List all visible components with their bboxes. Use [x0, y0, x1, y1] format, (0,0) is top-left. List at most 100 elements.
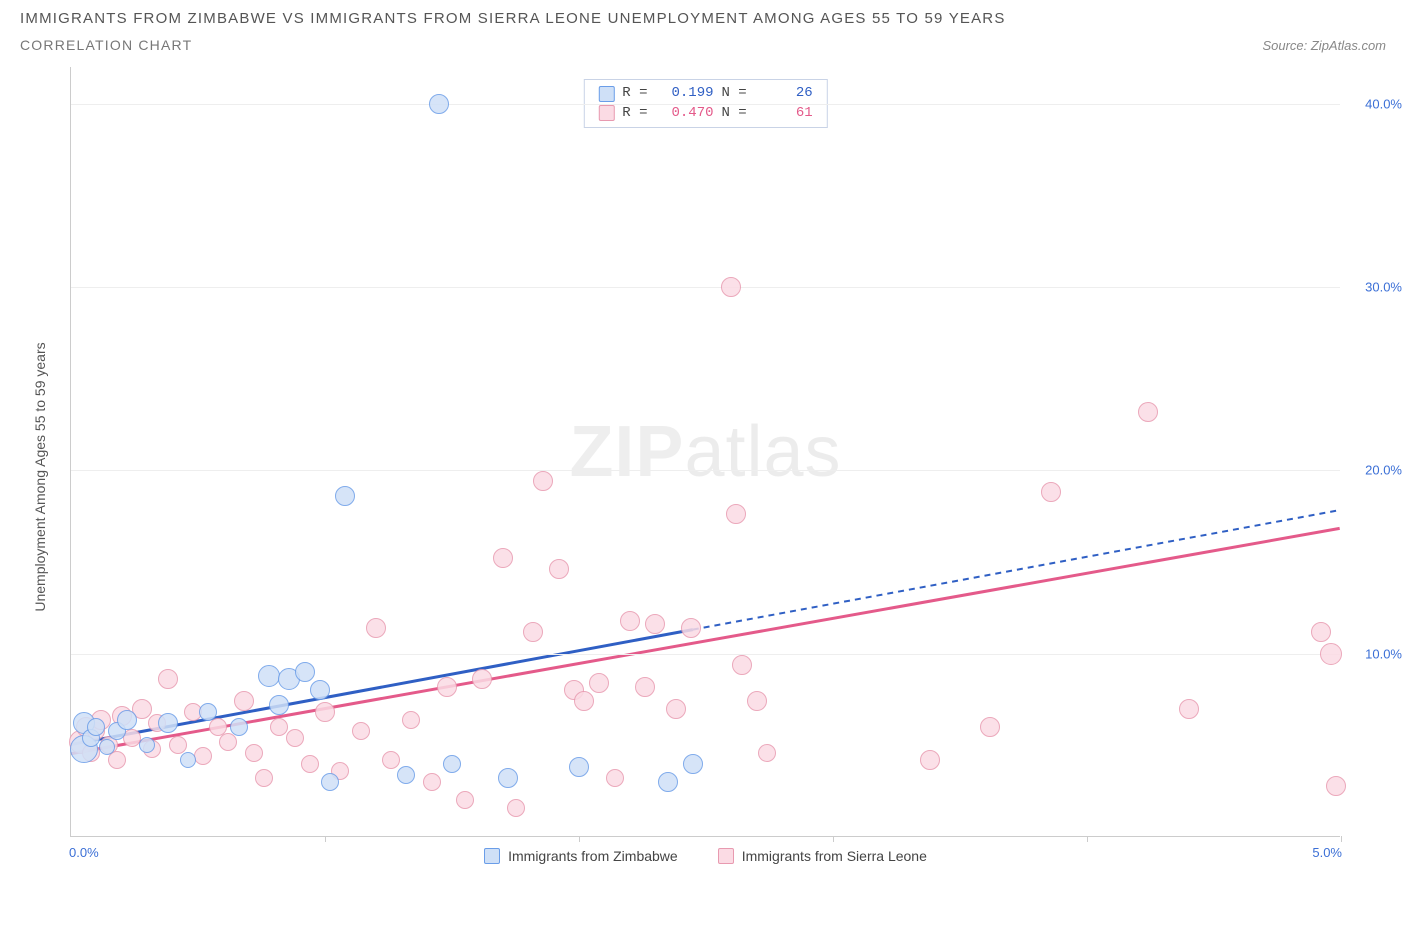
y-tick-label: 10.0%	[1347, 646, 1402, 661]
data-point-sierra_leone	[493, 548, 513, 568]
data-point-sierra_leone	[589, 673, 609, 693]
data-point-sierra_leone	[352, 722, 370, 740]
trend-lines	[71, 67, 1340, 836]
data-point-sierra_leone	[255, 769, 273, 787]
data-point-sierra_leone	[1320, 643, 1342, 665]
data-point-zimbabwe	[321, 773, 339, 791]
data-point-zimbabwe	[158, 713, 178, 733]
y-tick-label: 30.0%	[1347, 280, 1402, 295]
trend-line-sierra_leone	[71, 528, 1339, 753]
data-point-sierra_leone	[1138, 402, 1158, 422]
x-max-label: 5.0%	[1312, 845, 1342, 860]
y-gridline	[71, 654, 1340, 655]
data-point-sierra_leone	[1041, 482, 1061, 502]
data-point-sierra_leone	[456, 791, 474, 809]
data-point-sierra_leone	[234, 691, 254, 711]
r-value-sierra_leone: 0.470	[656, 104, 714, 124]
x-tick	[579, 836, 580, 842]
source-label: Source: ZipAtlas.com	[1262, 38, 1386, 53]
swatch-zimbabwe	[598, 86, 614, 102]
data-point-sierra_leone	[423, 773, 441, 791]
data-point-zimbabwe	[658, 772, 678, 792]
chart-container: Unemployment Among Ages 55 to 59 years Z…	[20, 57, 1386, 897]
data-point-zimbabwe	[569, 757, 589, 777]
swatch-sierra_leone	[718, 848, 734, 864]
data-point-sierra_leone	[315, 702, 335, 722]
data-point-sierra_leone	[194, 747, 212, 765]
data-point-sierra_leone	[472, 669, 492, 689]
data-point-sierra_leone	[301, 755, 319, 773]
data-point-sierra_leone	[158, 669, 178, 689]
chart-title: IMMIGRANTS FROM ZIMBABWE VS IMMIGRANTS F…	[20, 10, 1386, 27]
data-point-zimbabwe	[310, 680, 330, 700]
data-point-sierra_leone	[732, 655, 752, 675]
data-point-zimbabwe	[117, 710, 137, 730]
data-point-zimbabwe	[429, 94, 449, 114]
y-tick-label: 20.0%	[1347, 463, 1402, 478]
data-point-sierra_leone	[1326, 776, 1346, 796]
swatch-sierra_leone	[598, 105, 614, 121]
r-label: R =	[622, 104, 647, 124]
n-label: N =	[722, 104, 747, 124]
data-point-zimbabwe	[199, 703, 217, 721]
data-point-sierra_leone	[980, 717, 1000, 737]
data-point-zimbabwe	[230, 718, 248, 736]
data-point-sierra_leone	[549, 559, 569, 579]
r-label: R =	[622, 84, 647, 104]
data-point-zimbabwe	[139, 737, 155, 753]
chart-subtitle: CORRELATION CHART	[20, 37, 192, 53]
data-point-sierra_leone	[920, 750, 940, 770]
trend-line-ext-zimbabwe	[693, 510, 1340, 630]
data-point-sierra_leone	[606, 769, 624, 787]
n-value-zimbabwe: 26	[755, 84, 813, 104]
y-gridline	[71, 470, 1340, 471]
data-point-zimbabwe	[99, 739, 115, 755]
data-point-sierra_leone	[666, 699, 686, 719]
data-point-sierra_leone	[758, 744, 776, 762]
y-gridline	[71, 104, 1340, 105]
data-point-zimbabwe	[397, 766, 415, 784]
x-tick	[1341, 836, 1342, 842]
y-axis-title: Unemployment Among Ages 55 to 59 years	[32, 342, 48, 611]
data-point-sierra_leone	[726, 504, 746, 524]
data-point-sierra_leone	[402, 711, 420, 729]
x-min-label: 0.0%	[69, 845, 99, 860]
n-label: N =	[722, 84, 747, 104]
data-point-zimbabwe	[295, 662, 315, 682]
data-point-sierra_leone	[635, 677, 655, 697]
x-tick	[1087, 836, 1088, 842]
legend-item-sierra_leone: Immigrants from Sierra Leone	[718, 848, 927, 864]
watermark: ZIPatlas	[569, 411, 841, 493]
data-point-sierra_leone	[681, 618, 701, 638]
legend-label-zimbabwe: Immigrants from Zimbabwe	[508, 848, 678, 864]
data-point-sierra_leone	[747, 691, 767, 711]
data-point-sierra_leone	[245, 744, 263, 762]
x-tick	[833, 836, 834, 842]
data-point-zimbabwe	[180, 752, 196, 768]
data-point-zimbabwe	[443, 755, 461, 773]
stats-row-sierra_leone: R = 0.470 N = 61	[598, 104, 812, 124]
data-point-sierra_leone	[507, 799, 525, 817]
data-point-sierra_leone	[366, 618, 386, 638]
data-point-zimbabwe	[87, 718, 105, 736]
data-point-zimbabwe	[269, 695, 289, 715]
data-point-zimbabwe	[258, 665, 280, 687]
data-point-sierra_leone	[574, 691, 594, 711]
data-point-zimbabwe	[335, 486, 355, 506]
stats-row-zimbabwe: R =0.199N =26	[598, 84, 812, 104]
x-tick	[325, 836, 326, 842]
data-point-sierra_leone	[721, 277, 741, 297]
legend-item-zimbabwe: Immigrants from Zimbabwe	[484, 848, 678, 864]
plot-area: ZIPatlas R =0.199N =26R =0.470N =61 Immi…	[70, 67, 1340, 837]
data-point-zimbabwe	[683, 754, 703, 774]
y-gridline	[71, 287, 1340, 288]
legend-label-sierra_leone: Immigrants from Sierra Leone	[742, 848, 927, 864]
data-point-zimbabwe	[498, 768, 518, 788]
data-point-sierra_leone	[645, 614, 665, 634]
y-tick-label: 40.0%	[1347, 96, 1402, 111]
data-point-sierra_leone	[1179, 699, 1199, 719]
data-point-sierra_leone	[533, 471, 553, 491]
n-value-sierra_leone: 61	[755, 104, 813, 124]
data-point-sierra_leone	[286, 729, 304, 747]
data-point-sierra_leone	[382, 751, 400, 769]
